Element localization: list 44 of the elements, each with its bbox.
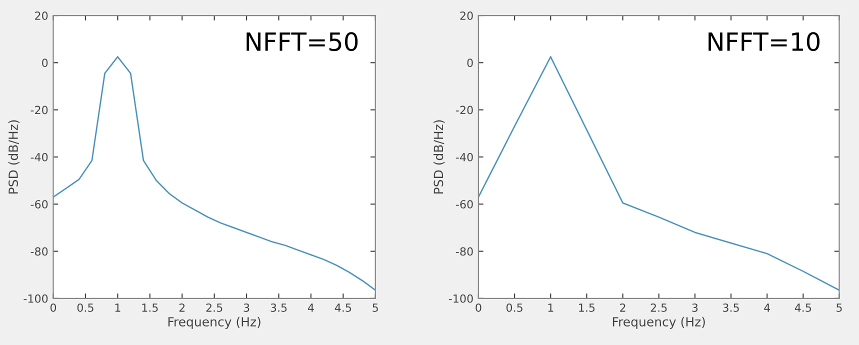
y-axis-title: PSD (dB/Hz) <box>8 120 20 194</box>
y-tick-label: 20 <box>35 12 48 20</box>
y-tick-label: -80 <box>456 247 473 256</box>
x-tick-label: 3.5 <box>270 303 287 312</box>
x-axis-title: Frequency (Hz) <box>612 316 705 329</box>
y-tick-label: -40 <box>456 152 473 162</box>
x-tick-label: 1 <box>115 304 120 312</box>
line-series <box>478 56 840 291</box>
x-tick-label: 5 <box>836 304 842 312</box>
y-tick-label: 0 <box>42 58 48 68</box>
y-tick-label: -20 <box>30 106 48 114</box>
annotation: NFFT=50 <box>246 32 358 52</box>
x-tick-label: 1 <box>548 304 554 312</box>
x-tick-label: 1.5 <box>142 304 158 312</box>
line-series <box>53 56 376 291</box>
y-tick-label: 20 <box>460 12 473 20</box>
x-tick-label: 2 <box>620 303 626 312</box>
x-tick-label: 3.5 <box>723 303 739 312</box>
x-tick-label: 0.5 <box>77 303 94 312</box>
x-axis-title: Frequency (Hz) <box>168 316 260 329</box>
x-tick-label: 2 <box>179 303 185 312</box>
y-tick-label: 0 <box>467 58 473 68</box>
annotation: NFFT=10 <box>708 32 820 52</box>
y-tick-label: -20 <box>456 106 473 114</box>
x-tick-label: 0 <box>50 303 56 312</box>
x-tick-label: 2.5 <box>650 303 667 312</box>
x-tick-label: 3 <box>692 303 698 312</box>
y-axis-title: PSD (dB/Hz) <box>434 120 445 194</box>
y-tick-label: -100 <box>448 294 473 303</box>
y-tick-label: -80 <box>30 247 48 256</box>
y-tick-label: -60 <box>30 200 48 209</box>
x-tick-label: 0 <box>476 303 482 312</box>
x-tick-label: 5 <box>372 304 378 312</box>
x-tick-label: 4.5 <box>794 304 812 312</box>
x-tick-label: 4 <box>764 304 770 312</box>
y-tick-label: -100 <box>24 294 48 303</box>
x-tick-label: 0.5 <box>506 303 522 312</box>
x-tick-label: 1.5 <box>579 304 595 312</box>
x-tick-label: 4.5 <box>334 304 352 312</box>
x-tick-label: 3 <box>244 303 250 312</box>
x-tick-label: 4 <box>308 304 314 312</box>
y-tick-label: -40 <box>30 152 48 162</box>
x-tick-label: 2.5 <box>206 303 222 312</box>
y-tick-label: -60 <box>456 200 473 209</box>
